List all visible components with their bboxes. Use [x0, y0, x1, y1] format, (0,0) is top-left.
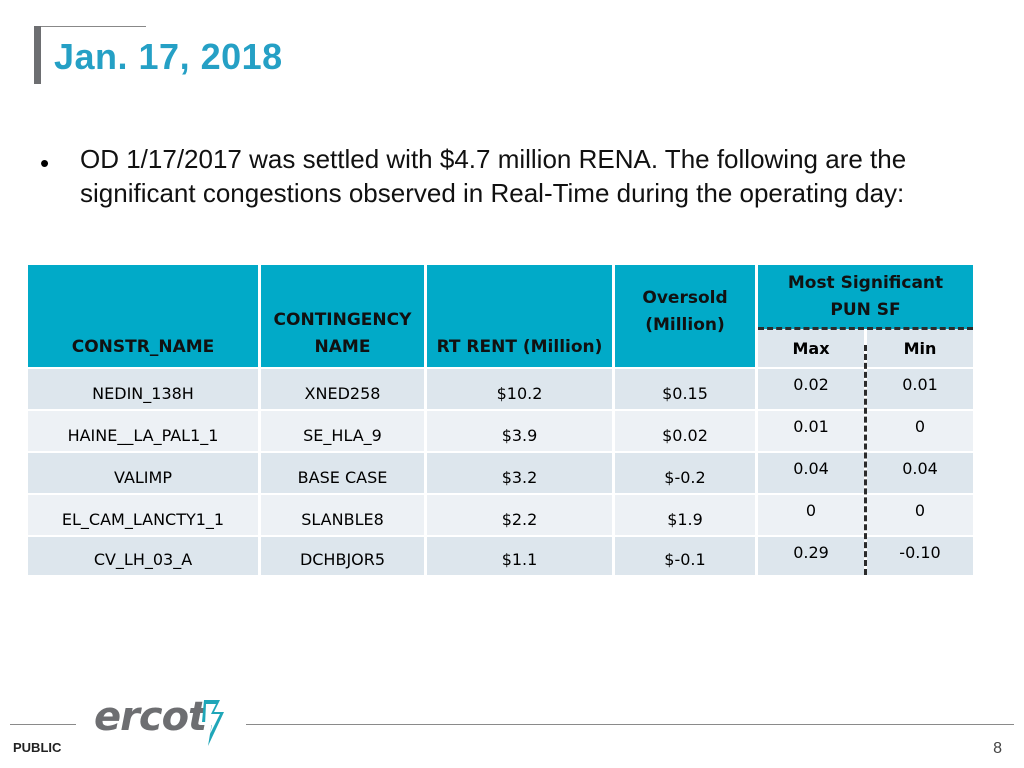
table-cell-oversold: $0.15: [615, 369, 755, 409]
table-cell-oversold: $-0.2: [615, 453, 755, 493]
header-contingency: CONTINGENCY NAME: [261, 265, 424, 367]
table-cell-constr: EL_CAM_LANCTY1_1: [28, 495, 258, 535]
table-cell-oversold: $1.9: [615, 495, 755, 535]
header-rt-rent: RT RENT (Million): [427, 265, 612, 367]
header-oversold-label: Oversold (Million): [642, 285, 727, 339]
header-max-label: Max: [792, 338, 830, 358]
bullet-text: OD 1/17/2017 was settled with $4.7 milli…: [80, 144, 907, 208]
table-cell-max: 0.02: [758, 369, 864, 409]
congestion-table: CONSTR_NAME CONTINGENCY NAME RT RENT (Mil…: [28, 265, 973, 575]
table-cell-rt-rent: $3.2: [427, 453, 612, 493]
footer-rule-left: [10, 724, 76, 725]
table-cell-rt-rent: $10.2: [427, 369, 612, 409]
header-oversold-line1: Oversold: [642, 288, 728, 308]
table-cell-min: 0: [867, 495, 973, 535]
table-cell-contingency: SE_HLA_9: [261, 411, 424, 451]
header-rt-rent-label: RT RENT (Million): [436, 337, 603, 357]
ercot-bolt-icon: [202, 700, 224, 746]
header-pun-sf-label: Most Significant PUN SF: [788, 270, 943, 324]
table-cell-constr: CV_LH_03_A: [28, 537, 258, 575]
header-max: Max: [758, 329, 864, 367]
header-oversold-line2: (Million): [645, 315, 725, 335]
header-pun-line1: Most Significant: [787, 273, 944, 293]
table-cell-oversold: $-0.1: [615, 537, 755, 575]
table-cell-rt-rent: $1.1: [427, 537, 612, 575]
header-min: Min: [867, 329, 973, 367]
table-cell-contingency: XNED258: [261, 369, 424, 409]
header-oversold: Oversold (Million): [615, 265, 755, 367]
header-contingency-label: CONTINGENCY NAME: [274, 307, 412, 361]
table-cell-constr: VALIMP: [28, 453, 258, 493]
header-constr-name: CONSTR_NAME: [28, 265, 258, 367]
table-cell-oversold: $0.02: [615, 411, 755, 451]
page-title: Jan. 17, 2018: [54, 36, 283, 77]
table-cell-max: 0.29: [758, 537, 864, 575]
header-contingency-line2: NAME: [314, 337, 371, 357]
pun-dashed-divider-vertical: [864, 345, 867, 575]
table-cell-constr: HAINE__LA_PAL1_1: [28, 411, 258, 451]
table-cell-contingency: DCHBJOR5: [261, 537, 424, 575]
table-cell-rt-rent: $3.9: [427, 411, 612, 451]
table-cell-contingency: SLANBLE8: [261, 495, 424, 535]
header-contingency-line1: CONTINGENCY: [273, 310, 412, 330]
bullet-item: • OD 1/17/2017 was settled with $4.7 mil…: [40, 142, 980, 210]
table-cell-min: -0.10: [867, 537, 973, 575]
table-cell-constr: NEDIN_138H: [28, 369, 258, 409]
table-cell-rt-rent: $2.2: [427, 495, 612, 535]
page-number: 8: [993, 740, 1002, 757]
table-cell-min: 0: [867, 411, 973, 451]
table-cell-max: 0: [758, 495, 864, 535]
table-cell-contingency: BASE CASE: [261, 453, 424, 493]
ercot-logo-text: ercot: [94, 694, 207, 740]
header-pun-line2: PUN SF: [830, 300, 901, 320]
footer-rule-right: [246, 724, 1014, 725]
table-cell-max: 0.01: [758, 411, 864, 451]
header-constr-name-label: CONSTR_NAME: [71, 337, 215, 357]
classification-label: PUBLIC: [13, 740, 62, 755]
table-cell-min: 0.04: [867, 453, 973, 493]
pun-dashed-divider-horizontal: [758, 327, 973, 330]
title-rule: [34, 26, 146, 27]
bullet-dot: •: [40, 148, 50, 178]
table-cell-max: 0.04: [758, 453, 864, 493]
table-cell-min: 0.01: [867, 369, 973, 409]
header-min-label: Min: [903, 338, 937, 358]
header-pun-sf: Most Significant PUN SF: [758, 265, 973, 329]
title-accent-bar: [34, 26, 41, 84]
